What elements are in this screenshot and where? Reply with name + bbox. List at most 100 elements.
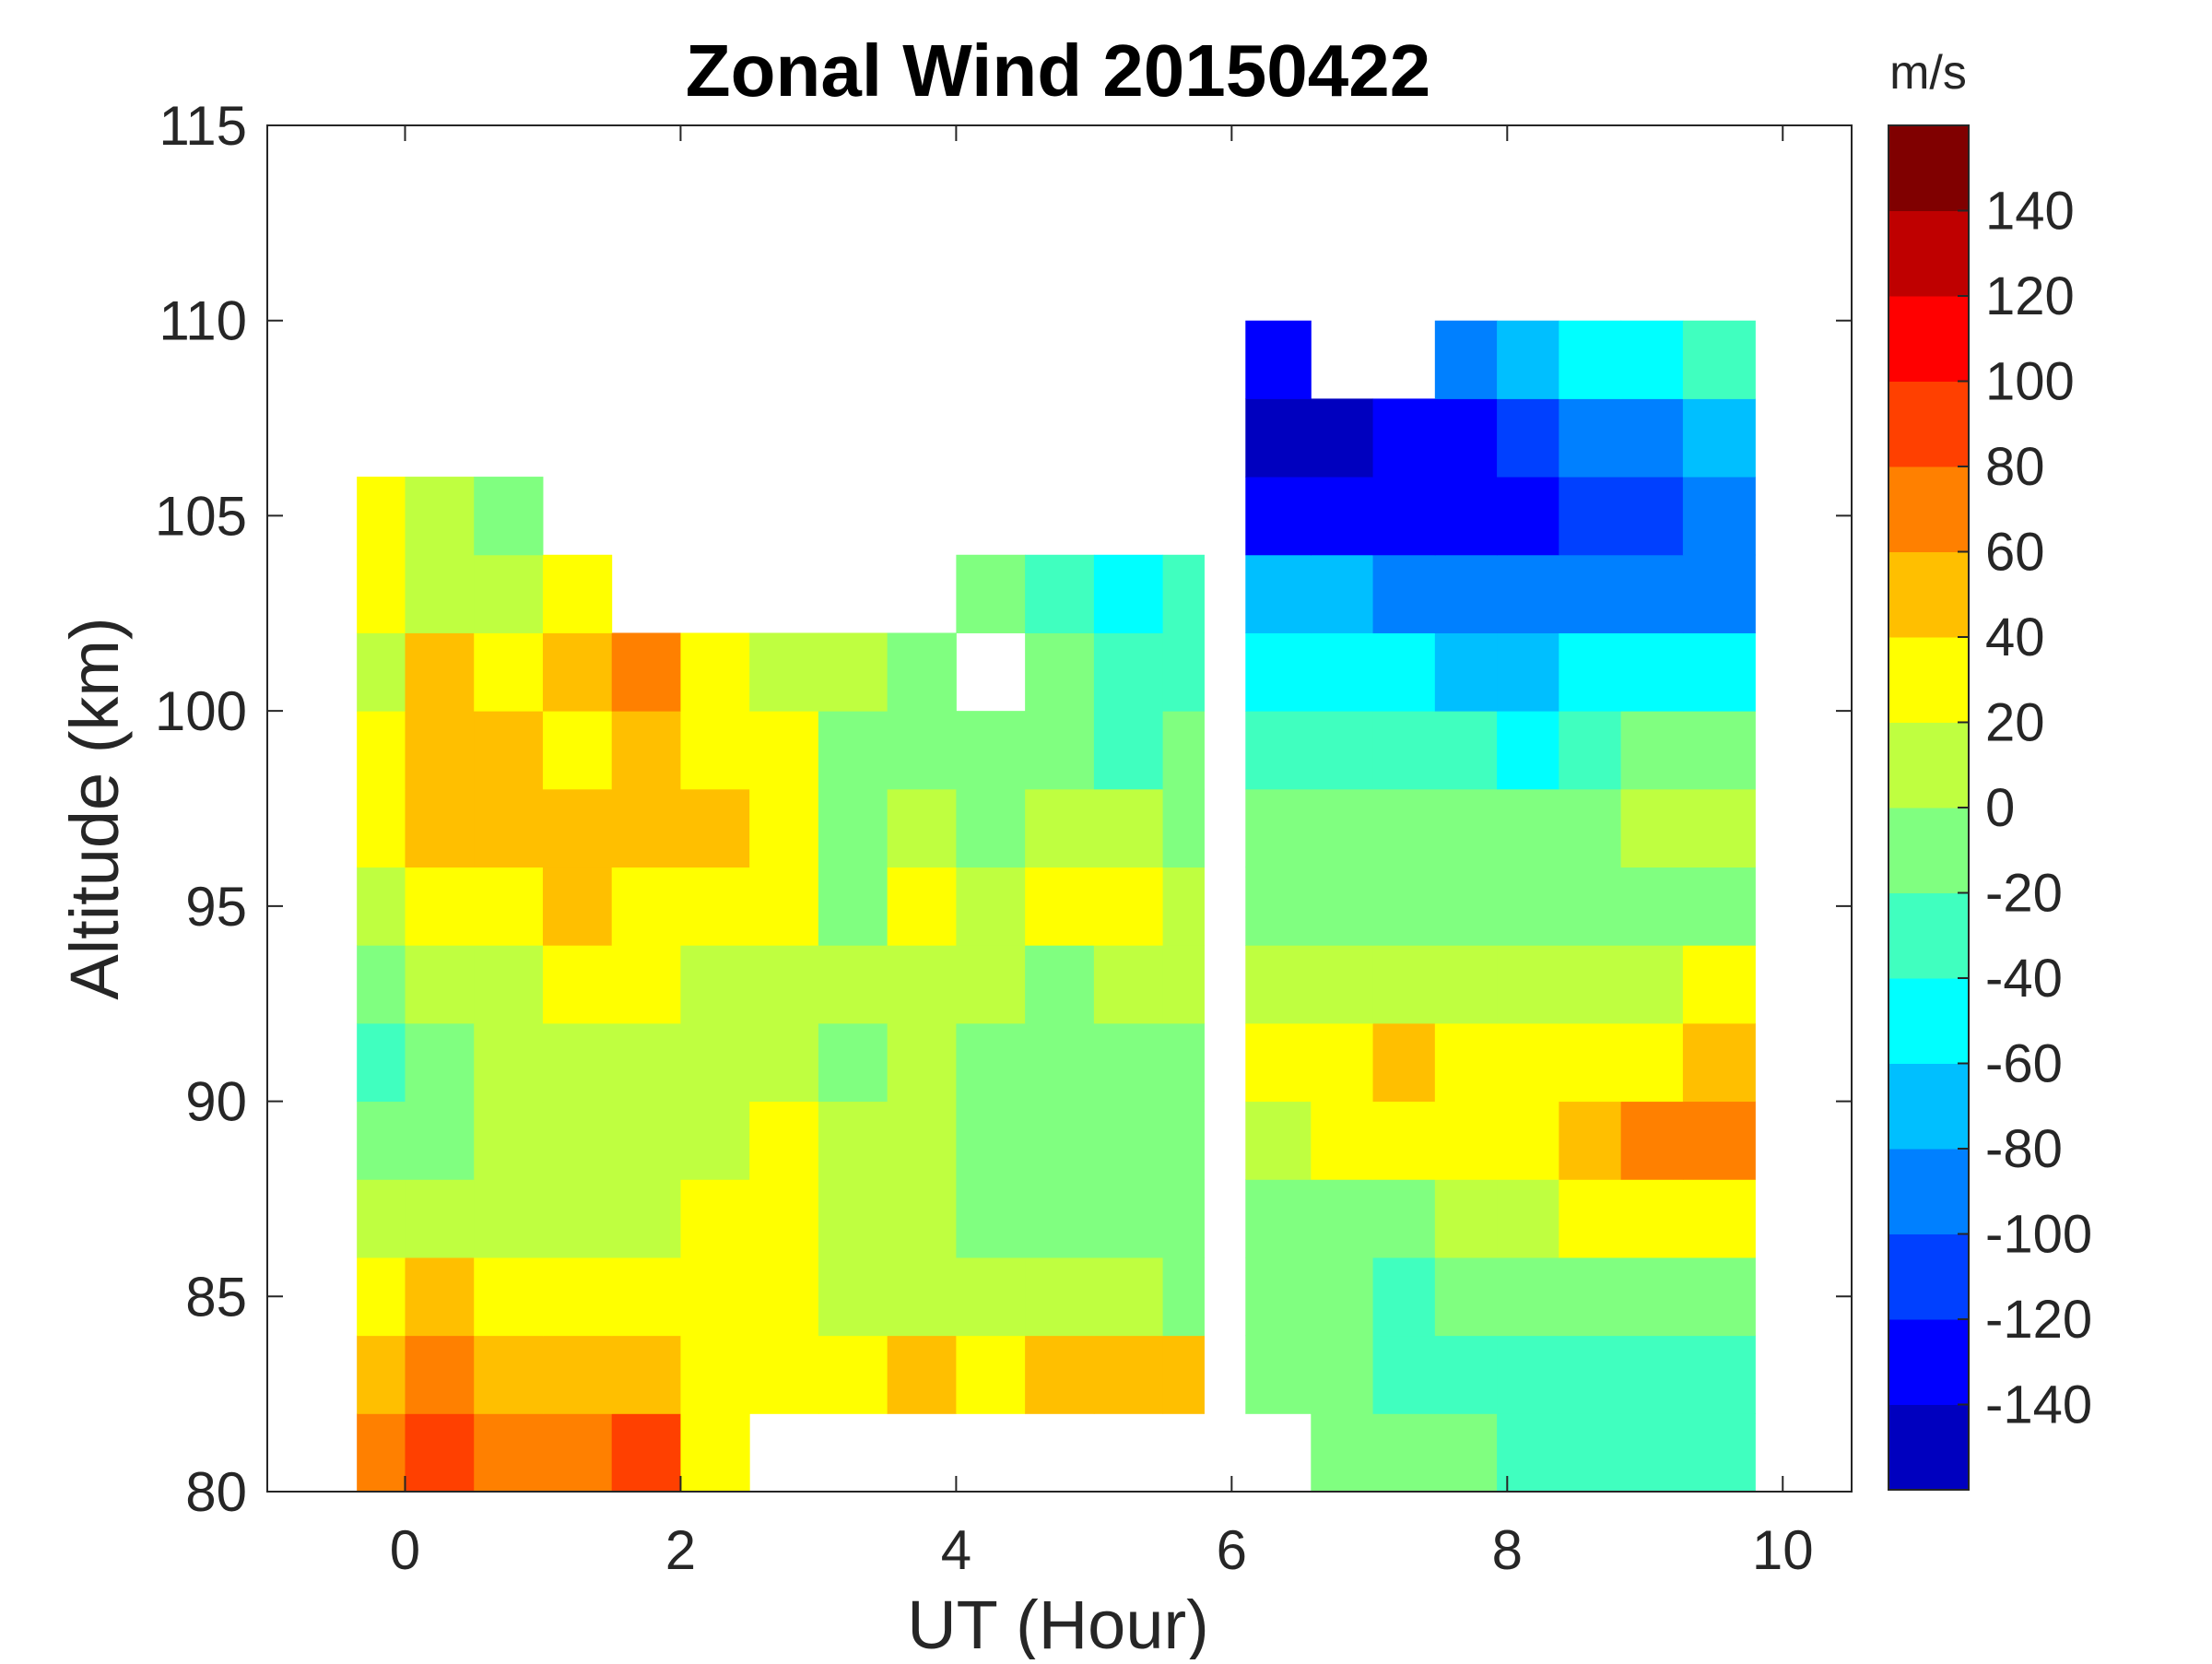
contour-cell — [611, 1022, 681, 1103]
contour-cell — [1311, 477, 1374, 556]
contour-cell — [474, 477, 544, 556]
contour-cell — [1559, 1257, 1622, 1337]
contour-cell — [1620, 1335, 1684, 1414]
contour-cell — [1497, 632, 1559, 712]
contour-cell — [1245, 632, 1312, 712]
contour-cell — [1311, 1257, 1374, 1337]
contour-cell — [1372, 945, 1436, 1024]
colorbar-tick-label: -140 — [1985, 1375, 2092, 1435]
contour-cell — [680, 867, 750, 946]
contour-cell — [1620, 320, 1684, 399]
contour-cell — [611, 788, 681, 868]
y-tick-label: 105 — [155, 485, 247, 547]
contour-cell — [474, 1257, 544, 1337]
contour-cell — [1311, 554, 1374, 633]
contour-cell — [1497, 711, 1559, 790]
contour-cell — [474, 867, 544, 946]
contour-cell — [956, 1179, 1026, 1258]
contour-cell — [1434, 1335, 1498, 1414]
contour-cell — [1620, 1257, 1684, 1337]
contour-cell — [474, 1179, 544, 1258]
x-tick-label: 0 — [390, 1519, 420, 1581]
contour-cell — [542, 1257, 613, 1337]
colorbar-band — [1888, 808, 1969, 893]
colorbar-band — [1888, 210, 1969, 297]
contour-cell — [357, 1413, 406, 1493]
contour-cell — [1025, 632, 1095, 712]
contour-cell — [749, 1022, 819, 1103]
contour-cell — [611, 945, 681, 1024]
contour-cell — [474, 1022, 544, 1103]
colorbar-band — [1888, 1404, 1969, 1491]
contour-cell — [474, 1101, 544, 1180]
contour-cell — [1245, 398, 1312, 478]
contour-cell — [1311, 398, 1374, 478]
contour-cell — [1162, 711, 1205, 790]
colorbar-band — [1888, 381, 1969, 467]
contour-cell — [887, 788, 957, 868]
contour-cell — [1372, 1101, 1436, 1180]
x-tick-label: 6 — [1217, 1519, 1247, 1581]
contour-cell — [1245, 711, 1312, 790]
contour-cell — [749, 1179, 819, 1258]
contour-cell — [1093, 554, 1164, 633]
contour-cell — [1682, 554, 1756, 633]
contour-cell — [680, 788, 750, 868]
contour-cell — [818, 711, 888, 790]
contour-cell — [1245, 945, 1312, 1024]
contour-cell — [887, 1101, 957, 1180]
contour-cell — [1497, 320, 1559, 399]
contour-cell — [542, 1179, 613, 1258]
contour-cell — [956, 867, 1026, 946]
colorbar-tick-label: 20 — [1985, 693, 2045, 753]
contour-cell — [1559, 477, 1622, 556]
contour-cell — [1497, 1335, 1559, 1414]
contour-cell — [887, 1179, 957, 1258]
contour-cell — [1620, 867, 1684, 946]
contour-cell — [405, 1179, 475, 1258]
x-tick-label: 2 — [665, 1519, 696, 1581]
contour-cell — [542, 788, 613, 868]
contour-fill — [357, 320, 1756, 1493]
plot-frame — [266, 124, 1853, 1493]
contour-cell — [1162, 1022, 1205, 1103]
contour-cell — [1682, 788, 1756, 868]
contour-cell — [956, 1022, 1026, 1103]
contour-cell — [680, 711, 750, 790]
contour-cell — [405, 477, 475, 556]
contour-cell — [1497, 1022, 1559, 1103]
y-tick-label: 115 — [159, 95, 247, 157]
contour-cell — [749, 945, 819, 1024]
contour-cell — [818, 1257, 888, 1337]
contour-cell — [405, 1413, 475, 1493]
contour-cell — [1559, 867, 1622, 946]
y-tick-label: 95 — [185, 876, 247, 938]
contour-cell — [1311, 711, 1374, 790]
contour-cell — [680, 1335, 750, 1414]
contour-cell — [1162, 788, 1205, 868]
contour-cell — [542, 1101, 613, 1180]
contour-cell — [680, 945, 750, 1024]
contour-cell — [1025, 554, 1095, 633]
contour-cell — [1682, 945, 1756, 1024]
contour-cell — [611, 1101, 681, 1180]
contour-cell — [1245, 477, 1312, 556]
contour-cell — [1311, 788, 1374, 868]
colorbar-tick-label: -120 — [1985, 1290, 2092, 1350]
contour-cell — [1093, 945, 1164, 1024]
contour-cell — [1559, 1335, 1622, 1414]
contour-cell — [1093, 632, 1164, 712]
contour-cell — [887, 1257, 957, 1337]
contour-cell — [956, 1335, 1026, 1414]
contour-cell — [1620, 1022, 1684, 1103]
contour-cell — [1372, 1179, 1436, 1258]
contour-cell — [749, 711, 819, 790]
contour-cell — [680, 1413, 750, 1493]
colorbar-band — [1888, 1319, 1969, 1405]
contour-cell — [357, 867, 406, 946]
contour-cell — [1620, 711, 1684, 790]
contour-cell — [474, 1413, 544, 1493]
contour-cell — [357, 711, 406, 790]
contour-cell — [1093, 788, 1164, 868]
